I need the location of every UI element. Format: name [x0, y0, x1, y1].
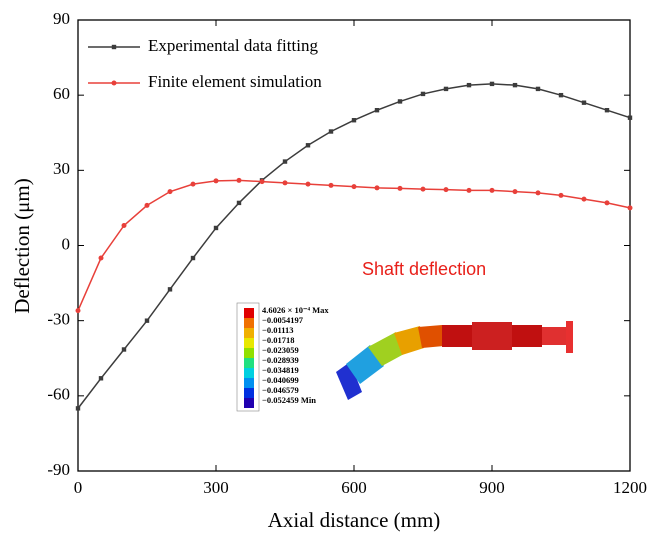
marker — [98, 376, 104, 381]
marker — [581, 196, 587, 202]
marker — [305, 181, 311, 187]
shaft-part — [368, 332, 404, 366]
legend-label: Finite element simulation — [148, 72, 322, 91]
inset-frame — [236, 302, 260, 412]
shaft-part — [418, 325, 444, 348]
y-axis-label: Deflection (μm) — [10, 178, 34, 313]
marker — [259, 179, 265, 185]
color-swatch — [244, 328, 254, 338]
inset-label: −0.023059 — [262, 345, 299, 355]
marker — [374, 108, 380, 113]
marker — [167, 287, 173, 292]
inset-label: −0.01113 — [262, 325, 294, 335]
marker — [443, 187, 449, 193]
y-tick-label: 0 — [62, 234, 71, 253]
color-swatch — [244, 318, 254, 328]
marker — [558, 192, 564, 198]
marker — [236, 200, 242, 206]
x-tick-label: 1200 — [613, 478, 647, 497]
marker — [98, 255, 104, 261]
inset-label: 4.6026 × 10⁻⁴ Max — [262, 305, 329, 315]
marker — [305, 143, 311, 148]
inset-label: −0.034819 — [262, 365, 299, 375]
marker — [121, 347, 127, 352]
y-tick-label: 90 — [53, 9, 70, 28]
color-swatch — [244, 308, 254, 318]
marker — [535, 86, 541, 92]
inset-label: −0.01718 — [262, 335, 294, 345]
marker — [558, 92, 564, 98]
color-swatch — [244, 358, 254, 368]
marker — [604, 108, 610, 113]
shaft-part — [566, 321, 573, 353]
y-tick-label: -30 — [47, 310, 70, 329]
marker — [111, 80, 117, 86]
inset-label: −0.052459 Min — [262, 395, 316, 405]
marker — [282, 180, 288, 186]
marker — [282, 159, 288, 164]
color-swatch — [244, 368, 254, 378]
marker — [374, 185, 380, 191]
color-swatch — [244, 398, 254, 408]
marker — [167, 189, 173, 195]
inset-label: −0.040699 — [262, 375, 299, 385]
marker — [397, 185, 403, 191]
shaft-part — [542, 327, 566, 345]
x-axis-label: Axial distance (mm) — [268, 508, 441, 532]
color-swatch — [244, 378, 254, 388]
shaft-part — [394, 326, 424, 355]
marker — [581, 100, 587, 105]
marker — [190, 181, 196, 187]
y-tick-label: 30 — [53, 159, 70, 178]
marker — [75, 308, 81, 314]
marker — [190, 255, 196, 261]
marker — [443, 86, 449, 92]
y-tick-label: -60 — [47, 385, 70, 404]
shaft-part — [472, 322, 512, 350]
marker — [213, 178, 219, 184]
y-tick-label: 60 — [53, 84, 70, 103]
marker — [627, 205, 633, 211]
inset-label: −0.046579 — [262, 385, 299, 395]
marker — [75, 406, 81, 411]
series-line — [77, 179, 631, 311]
marker — [489, 81, 495, 87]
marker — [121, 222, 127, 228]
marker — [397, 99, 403, 104]
color-swatch — [244, 348, 254, 358]
marker — [144, 318, 150, 323]
inset-figure — [236, 302, 573, 412]
marker — [627, 115, 633, 120]
x-tick-label: 900 — [479, 478, 505, 497]
marker — [328, 182, 334, 188]
marker — [512, 82, 518, 88]
marker — [420, 186, 426, 192]
marker — [144, 202, 150, 208]
marker — [466, 82, 472, 88]
marker — [351, 118, 357, 123]
inset-label: −0.0054197 — [262, 315, 304, 325]
marker — [512, 189, 518, 195]
color-swatch — [244, 388, 254, 398]
marker — [111, 44, 117, 50]
inset-label: −0.028939 — [262, 355, 299, 365]
color-swatch — [244, 338, 254, 348]
x-tick-label: 300 — [203, 478, 229, 497]
shaft-part — [336, 362, 362, 400]
marker — [604, 200, 610, 206]
marker — [420, 91, 426, 97]
legend-label: Experimental data fitting — [148, 36, 318, 55]
x-tick-label: 600 — [341, 478, 367, 497]
marker — [236, 177, 242, 183]
marker — [328, 129, 334, 134]
marker — [489, 187, 495, 193]
y-tick-label: -90 — [47, 460, 70, 479]
x-tick-label: 0 — [74, 478, 83, 497]
marker — [535, 190, 541, 196]
marker — [213, 225, 219, 231]
marker — [351, 184, 357, 190]
marker — [466, 187, 472, 193]
annotation: Shaft deflection — [362, 259, 486, 279]
